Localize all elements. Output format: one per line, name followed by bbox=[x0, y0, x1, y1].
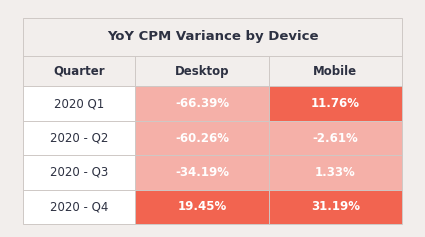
Text: YoY CPM Variance by Device: YoY CPM Variance by Device bbox=[107, 30, 318, 43]
Bar bbox=[135, 121, 269, 155]
Bar bbox=[23, 87, 135, 121]
Text: 31.19%: 31.19% bbox=[311, 200, 360, 213]
Bar bbox=[269, 155, 402, 190]
Text: Mobile: Mobile bbox=[313, 65, 357, 78]
Text: 19.45%: 19.45% bbox=[178, 200, 227, 213]
Bar bbox=[135, 87, 269, 121]
Text: Quarter: Quarter bbox=[54, 65, 105, 78]
Bar bbox=[23, 190, 135, 224]
Text: 2020 - Q3: 2020 - Q3 bbox=[50, 166, 108, 179]
Bar bbox=[23, 155, 135, 190]
Text: 2020 Q1: 2020 Q1 bbox=[54, 97, 104, 110]
Bar bbox=[269, 190, 402, 224]
Bar bbox=[23, 121, 135, 155]
Bar bbox=[135, 56, 269, 87]
Text: -34.19%: -34.19% bbox=[175, 166, 229, 179]
Text: -66.39%: -66.39% bbox=[175, 97, 229, 110]
Bar bbox=[269, 56, 402, 87]
Text: 1.33%: 1.33% bbox=[315, 166, 356, 179]
Text: -2.61%: -2.61% bbox=[312, 132, 358, 145]
Bar bbox=[23, 18, 402, 224]
Text: 2020 - Q2: 2020 - Q2 bbox=[50, 132, 108, 145]
Text: -60.26%: -60.26% bbox=[175, 132, 229, 145]
Bar bbox=[135, 190, 269, 224]
Bar bbox=[269, 87, 402, 121]
Bar bbox=[269, 121, 402, 155]
Bar bbox=[23, 18, 402, 56]
Bar bbox=[135, 155, 269, 190]
Bar bbox=[23, 56, 135, 87]
Text: Desktop: Desktop bbox=[175, 65, 230, 78]
Text: 11.76%: 11.76% bbox=[311, 97, 360, 110]
Text: 2020 - Q4: 2020 - Q4 bbox=[50, 200, 108, 213]
